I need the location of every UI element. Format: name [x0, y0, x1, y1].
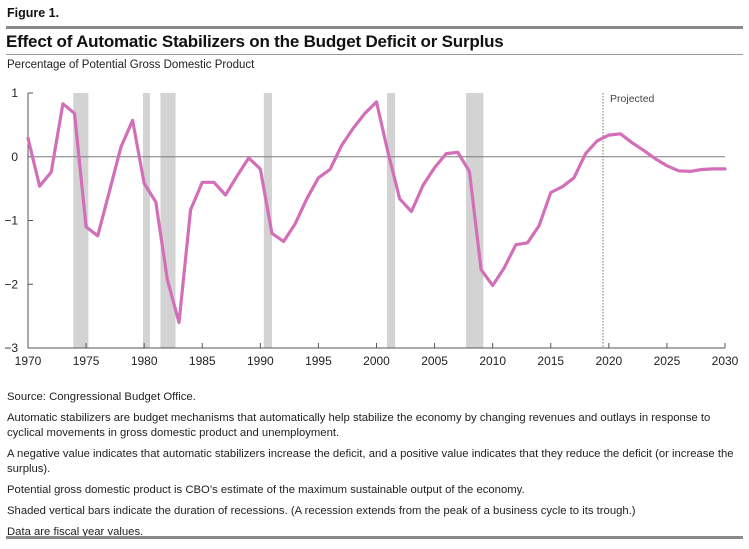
notes: Source: Congressional Budget Office. Aut…	[7, 390, 742, 546]
bottom-rule	[6, 536, 743, 539]
note-recessions: Shaded vertical bars indicate the durati…	[7, 505, 636, 517]
x-tick-label: 2010	[479, 354, 506, 368]
x-tick-label: 1975	[73, 354, 100, 368]
title-rule	[6, 54, 743, 55]
y-tick-label: 0	[11, 150, 18, 164]
chart-subtitle: Percentage of Potential Gross Domestic P…	[7, 59, 255, 71]
x-tick-label: 2000	[363, 354, 390, 368]
note-fiscal-year: Data are fiscal year values.	[7, 526, 144, 538]
recession-bar	[263, 93, 272, 348]
x-tick-label: 1985	[189, 354, 216, 368]
x-axis: 1970 1975 1980 1985 1990 1995 2000 2005 2010 2015…	[15, 343, 739, 368]
chart-title: Effect of Automatic Stabilizers on the B…	[6, 32, 504, 51]
x-tick-label: 1970	[15, 354, 42, 368]
x-tick-label: 2025	[654, 354, 681, 368]
y-tick-label: 1	[11, 86, 18, 100]
series-line	[26, 100, 727, 325]
top-rule	[6, 26, 743, 29]
x-tick-label: 2020	[595, 354, 622, 368]
source-note: Source: Congressional Budget Office.	[7, 391, 196, 403]
x-tick-label: 1990	[247, 354, 274, 368]
note-potential-gdp: Potential gross domestic product is CBO’…	[7, 484, 525, 496]
x-tick-label: 1995	[305, 354, 332, 368]
y-tick-label: −1	[4, 214, 18, 228]
recession-bar	[386, 93, 396, 348]
y-axis: 1 0 −1 −2 −3	[4, 86, 33, 355]
x-tick-label: 2015	[537, 354, 564, 368]
recession-bar	[143, 93, 150, 348]
x-tick-label: 1980	[131, 354, 158, 368]
y-tick-label: −3	[4, 341, 18, 355]
recession-bar	[160, 93, 176, 348]
line-chart: 1 0 −1 −2 −3 1970 1975 1980 1985 1990 1995 2000 200…	[4, 86, 739, 368]
series-group	[26, 100, 727, 325]
x-tick-label: 2005	[421, 354, 448, 368]
x-tick-label: 2030	[712, 354, 739, 368]
projected-label: Projected	[610, 93, 655, 105]
note-definition: Automatic stabilizers are budget mechani…	[7, 412, 711, 439]
y-tick-label: −2	[4, 277, 18, 291]
note-sign: A negative value indicates that automati…	[7, 448, 734, 475]
figure-label: Figure 1.	[7, 6, 60, 20]
